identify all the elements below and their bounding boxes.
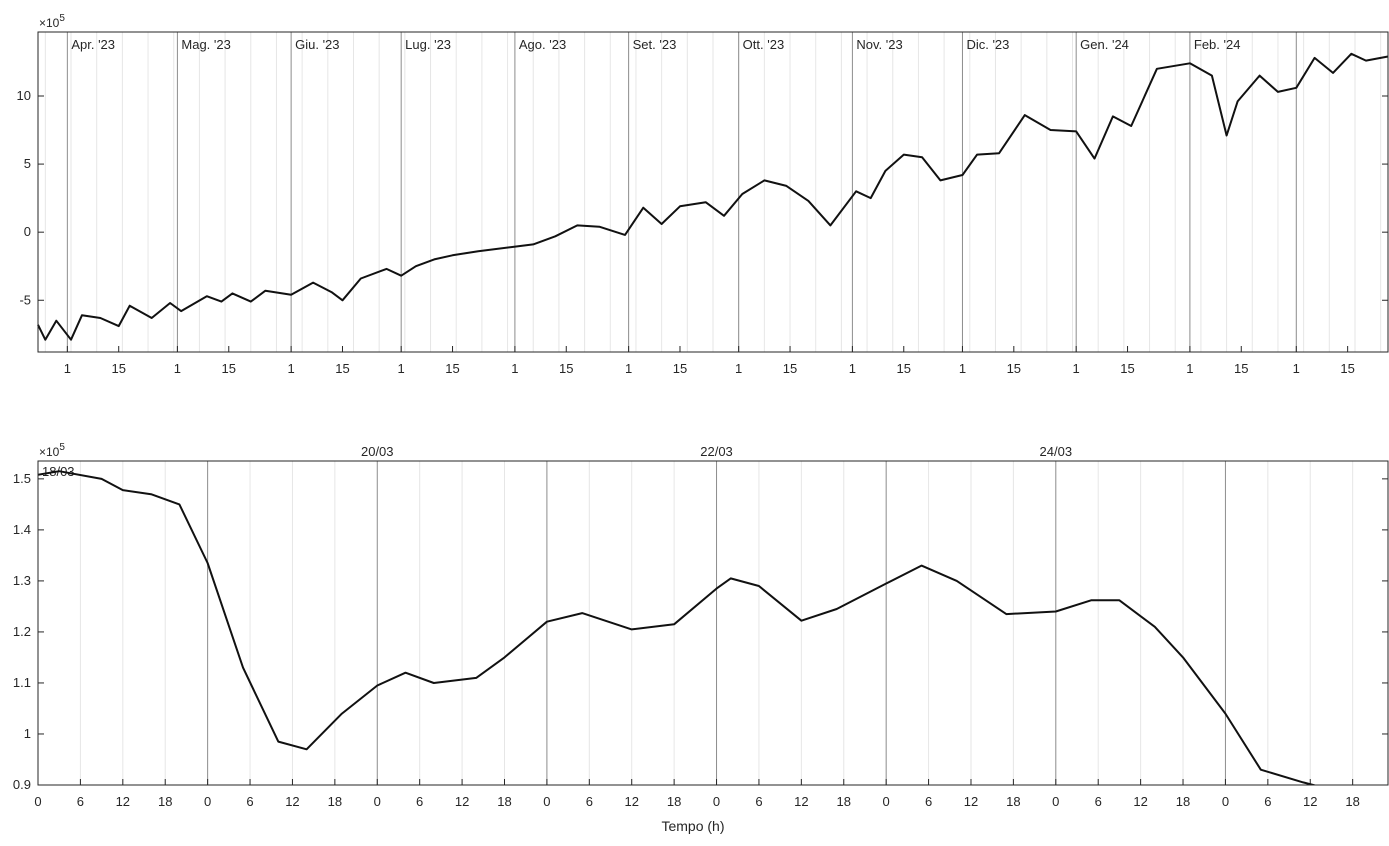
y-tick-label: 1.3	[13, 573, 31, 588]
y-tick-label: 10	[17, 88, 31, 103]
y-exponent-base: ×10	[39, 445, 60, 459]
month-label: Set. '23	[633, 37, 677, 52]
x-tick-label: 18	[837, 794, 851, 809]
x-tick-label: 6	[925, 794, 932, 809]
y-exponent-power: 5	[59, 13, 65, 24]
x-tick-label: 6	[246, 794, 253, 809]
x-tick-label: 1	[288, 361, 295, 376]
x-tick-label: 0	[204, 794, 211, 809]
x-tick-label: 18	[667, 794, 681, 809]
x-tick-label: 12	[964, 794, 978, 809]
x-tick-label: 12	[624, 794, 638, 809]
month-label: Ott. '23	[743, 37, 785, 52]
series-line	[38, 470, 1318, 785]
y-tick-label: 1.5	[13, 471, 31, 486]
x-tick-label: 15	[222, 361, 236, 376]
month-label: Nov. '23	[856, 37, 902, 52]
y-tick-label: 0.9	[13, 777, 31, 792]
y-exponent-base: ×10	[39, 16, 60, 30]
x-tick-label: 6	[1264, 794, 1271, 809]
month-label: Feb. '24	[1194, 37, 1241, 52]
y-exponent-power: 5	[59, 442, 65, 453]
x-tick-label: 12	[116, 794, 130, 809]
plot-frame	[37, 460, 1389, 786]
x-tick-label: 15	[1234, 361, 1248, 376]
x-tick-label: 15	[673, 361, 687, 376]
x-tick-label: 1	[1073, 361, 1080, 376]
x-tick-label: 15	[1007, 361, 1021, 376]
x-tick-label: 6	[1095, 794, 1102, 809]
x-tick-label: 18	[158, 794, 172, 809]
x-tick-label: 15	[559, 361, 573, 376]
y-exponent-label: ×105	[39, 442, 65, 459]
minor-grid	[44, 32, 1382, 352]
x-tick-label: 6	[416, 794, 423, 809]
x-tick-label: 1	[1186, 361, 1193, 376]
y-tick-label: -5	[19, 292, 31, 307]
x-tick-label: 18	[1176, 794, 1190, 809]
x-tick-label: 15	[111, 361, 125, 376]
x-tick-label: 15	[1340, 361, 1354, 376]
x-tick-label: 1	[1293, 361, 1300, 376]
x-tick-label: 0	[1052, 794, 1059, 809]
x-tick-label: 18	[1345, 794, 1359, 809]
month-label: Lug. '23	[405, 37, 451, 52]
x-tick-label: 1	[625, 361, 632, 376]
y-tick-label: 0	[24, 224, 31, 239]
y-tick-label: 1.1	[13, 675, 31, 690]
minor-grid	[79, 461, 1354, 785]
x-axis-label: Tempo (h)	[661, 818, 724, 834]
month-label: Dic. '23	[966, 37, 1009, 52]
month-label: Giu. '23	[295, 37, 339, 52]
y-tick-label: 1.2	[13, 624, 31, 639]
top-chart-daily: Apr. '23 Mag. '23 Giu. '23 Lug. '23 Ago. '23…	[17, 13, 1389, 376]
plot-frame	[37, 31, 1389, 353]
x-tick-label: 15	[897, 361, 911, 376]
y-tick-label: 1.4	[13, 522, 31, 537]
x-tick-label: 6	[77, 794, 84, 809]
series-line	[37, 52, 1389, 341]
x-tick-label: 12	[455, 794, 469, 809]
x-tick-label: 6	[755, 794, 762, 809]
x-tick-label: 18	[1006, 794, 1020, 809]
x-tick-label: 18	[328, 794, 342, 809]
month-label: Ago. '23	[519, 37, 566, 52]
x-tick-label: 15	[1120, 361, 1134, 376]
x-tick-label: 12	[285, 794, 299, 809]
x-tick-label: 18	[497, 794, 511, 809]
x-tick-label: 1	[735, 361, 742, 376]
x-tick-label: 0	[1222, 794, 1229, 809]
day-label: 20/03	[361, 444, 394, 459]
x-tick-label: 15	[335, 361, 349, 376]
y-exponent-label: ×105	[39, 13, 65, 30]
x-tick-label: 1	[511, 361, 518, 376]
y-tick-label: 1	[24, 726, 31, 741]
x-tick-label: 1	[959, 361, 966, 376]
month-label: Apr. '23	[71, 37, 115, 52]
x-tick-label: 0	[713, 794, 720, 809]
series-group	[38, 470, 1318, 785]
x-tick-label: 15	[783, 361, 797, 376]
month-label: Mag. '23	[181, 37, 230, 52]
x-tick-label: 6	[586, 794, 593, 809]
day-label: 22/03	[700, 444, 733, 459]
day-label: 24/03	[1040, 444, 1073, 459]
x-tick-label: 12	[794, 794, 808, 809]
month-label: Gen. '24	[1080, 37, 1129, 52]
x-tick-label: 12	[1133, 794, 1147, 809]
x-tick-label: 12	[1303, 794, 1317, 809]
x-tick-label: 0	[883, 794, 890, 809]
x-tick-label: 1	[174, 361, 181, 376]
y-tick-label: 5	[24, 156, 31, 171]
x-tick-label: 1	[64, 361, 71, 376]
x-tick-label: 0	[543, 794, 550, 809]
x-tick-label: 0	[34, 794, 41, 809]
x-tick-label: 15	[445, 361, 459, 376]
x-tick-label: 1	[849, 361, 856, 376]
x-tick-label: 1	[398, 361, 405, 376]
x-tick-label: 0	[374, 794, 381, 809]
